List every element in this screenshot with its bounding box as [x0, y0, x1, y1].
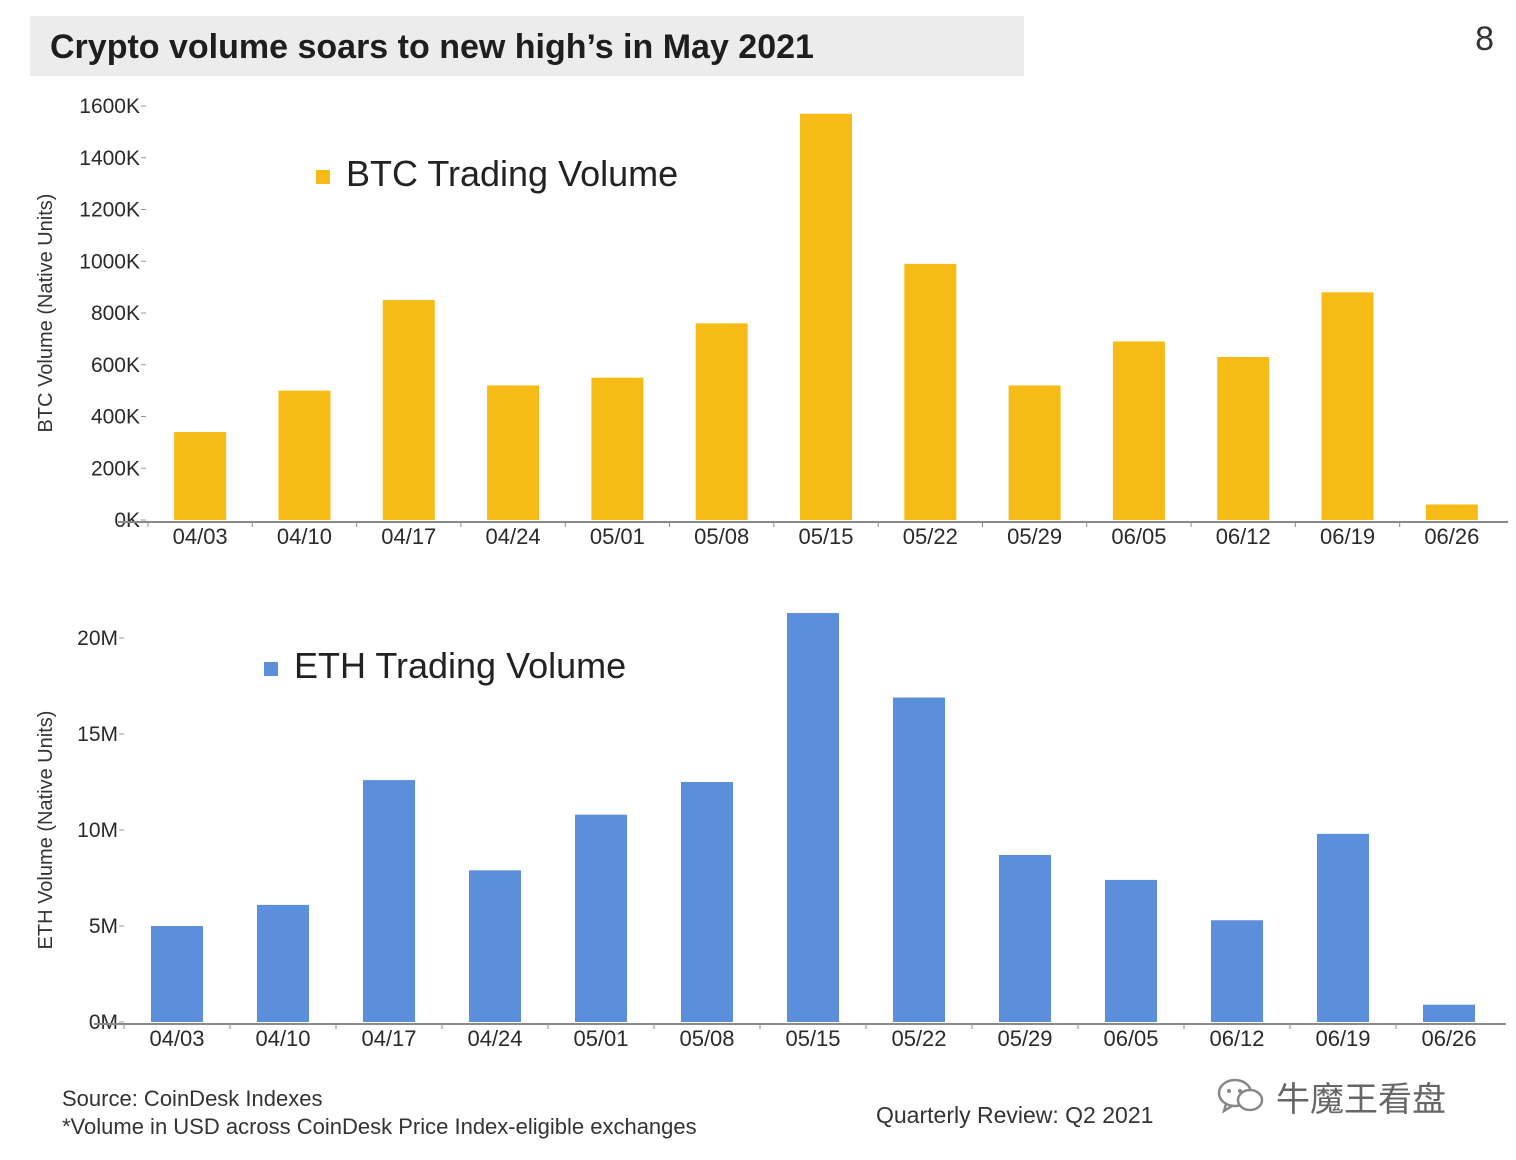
y-tick-label: 800K: [91, 302, 140, 325]
bar: [1425, 504, 1478, 520]
x-tick-label: 05/08: [694, 524, 749, 549]
x-tick-label: 04/10: [255, 1026, 310, 1051]
y-axis-label: BTC Volume (Native Units): [35, 194, 57, 433]
y-tick-label: 600K: [91, 354, 140, 377]
bar: [1317, 833, 1369, 1022]
bar: [800, 113, 852, 520]
bar: [695, 323, 748, 520]
bar: [257, 904, 309, 1022]
bar: [151, 926, 203, 1022]
quarterly-review-label: Quarterly Review: Q2 2021: [876, 1102, 1154, 1128]
bar: [591, 377, 644, 520]
title-band: Crypto volume soars to new high’s in May…: [30, 16, 1024, 76]
x-tick-label: 04/03: [149, 1026, 204, 1051]
x-tick-label: 05/22: [903, 524, 958, 549]
x-tick-label: 06/26: [1421, 1026, 1476, 1051]
watermark-text: 牛魔王看盘: [1276, 1080, 1446, 1119]
footnote: *Volume in USD across CoinDesk Price Ind…: [62, 1114, 697, 1139]
bar: [1211, 920, 1263, 1022]
bar: [174, 432, 227, 520]
x-tick-label: 06/26: [1424, 524, 1479, 549]
bar: [1008, 385, 1061, 520]
x-tick-label: 05/29: [1007, 524, 1062, 549]
y-tick-label: 20M: [77, 627, 118, 650]
bar: [1105, 879, 1157, 1022]
bar: [904, 263, 957, 520]
x-tick-label: 06/19: [1315, 1026, 1370, 1051]
x-tick-label: 05/08: [679, 1026, 734, 1051]
watermark: 牛魔王看盘: [1216, 1072, 1486, 1120]
y-tick-label: 1600K: [79, 95, 140, 118]
bar: [363, 780, 415, 1022]
x-tick-label: 06/05: [1103, 1026, 1158, 1051]
x-tick-label: 04/17: [361, 1026, 416, 1051]
bar: [487, 385, 540, 520]
wechat-logo-icon: [1217, 1078, 1264, 1114]
y-tick-label: 0K: [114, 509, 140, 532]
y-tick-label: 10M: [77, 819, 118, 842]
y-tick-label: 0M: [89, 1011, 118, 1034]
x-tick-label: 04/24: [486, 524, 541, 549]
bar: [469, 870, 521, 1022]
legend-swatch: [264, 662, 278, 676]
legend-swatch: [316, 170, 330, 184]
bar: [893, 697, 945, 1022]
legend-label: ETH Trading Volume: [294, 645, 626, 686]
x-tick-label: 05/22: [891, 1026, 946, 1051]
btc-volume-chart: BTC Volume (Native Units) 0K 200K 400K 600K 8…: [35, 95, 1508, 549]
bar: [999, 854, 1051, 1022]
legend-label: BTC Trading Volume: [346, 153, 678, 194]
bar: [382, 300, 435, 520]
x-tick-label: 06/12: [1216, 524, 1271, 549]
y-tick-label: 15M: [77, 723, 118, 746]
x-tick-label: 04/17: [381, 524, 436, 549]
bar: [575, 814, 627, 1022]
y-tick-label: 200K: [91, 457, 140, 480]
x-tick-label: 06/19: [1320, 524, 1375, 549]
y-tick-label: 5M: [89, 915, 118, 938]
x-tick-label: 05/15: [798, 524, 853, 549]
page-number: 8: [1475, 20, 1494, 58]
eth-volume-chart: ETH Volume (Native Units) 0M 5M 10M 15M 20M 04…: [35, 613, 1506, 1051]
bar: [1423, 1004, 1475, 1022]
x-tick-label: 04/03: [173, 524, 228, 549]
bar: [1321, 292, 1374, 520]
bar: [1112, 341, 1165, 520]
bar: [787, 613, 839, 1022]
x-tick-label: 05/01: [573, 1026, 628, 1051]
y-tick-label: 1000K: [79, 250, 140, 273]
y-tick-label: 1400K: [79, 147, 140, 170]
x-tick-label: 05/15: [785, 1026, 840, 1051]
x-tick-label: 05/01: [590, 524, 645, 549]
x-tick-label: 06/05: [1111, 524, 1166, 549]
x-tick-label: 06/12: [1209, 1026, 1264, 1051]
x-tick-label: 04/10: [277, 524, 332, 549]
x-tick-label: 05/29: [997, 1026, 1052, 1051]
bar: [681, 782, 733, 1022]
bar: [1217, 356, 1270, 520]
y-axis-label: ETH Volume (Native Units): [35, 711, 57, 950]
source-note: Source: CoinDesk Indexes: [62, 1086, 323, 1111]
y-tick-label: 1200K: [79, 199, 140, 222]
x-tick-label: 04/24: [467, 1026, 522, 1051]
y-tick-label: 400K: [91, 406, 140, 429]
bar: [278, 390, 331, 520]
page-title: Crypto volume soars to new high’s in May…: [50, 28, 814, 66]
